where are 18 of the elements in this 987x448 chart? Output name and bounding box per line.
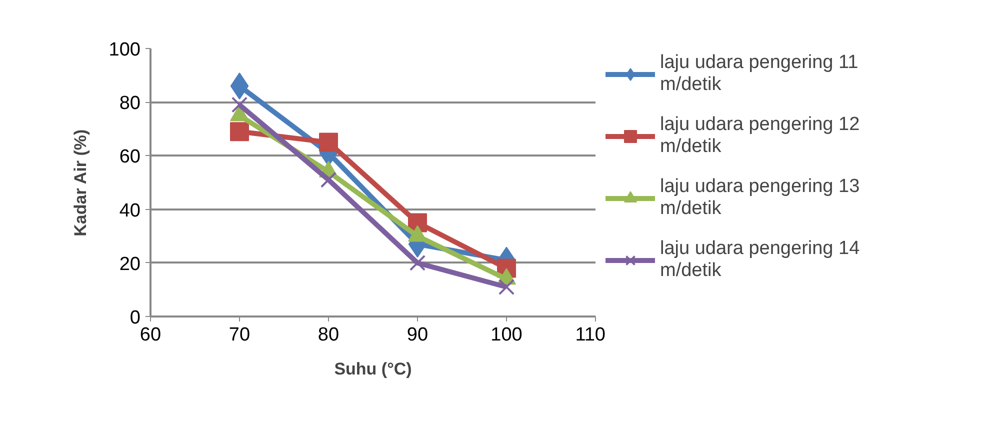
y-tick-label: 0 <box>130 308 141 328</box>
legend-label: laju udara pengering 11 m/detik <box>660 51 858 97</box>
y-axis-title: Kadar Air (%) <box>70 129 90 236</box>
x-tick-label: 60 <box>140 324 162 346</box>
x-tick-label: 90 <box>406 324 428 346</box>
x-tick-label: 110 <box>575 324 606 346</box>
legend-label: laju udara pengering 14 m/detik <box>660 237 860 283</box>
y-tick-label: 80 <box>119 93 141 114</box>
legend-label: laju udara pengering 13 m/detik <box>660 175 860 221</box>
x-axis-title: Suhu (°C) <box>334 360 412 378</box>
x-tick-label: 70 <box>228 324 250 346</box>
y-tick-label: 60 <box>119 146 141 168</box>
x-tick-label: 80 <box>318 324 340 346</box>
y-tick-label: 100 <box>108 40 140 60</box>
y-tick-label: 40 <box>119 200 141 222</box>
legend-label: laju udara pengering 12 m/detik <box>660 113 860 159</box>
y-tick-label: 20 <box>119 254 141 275</box>
x-tick-label: 100 <box>490 324 522 346</box>
